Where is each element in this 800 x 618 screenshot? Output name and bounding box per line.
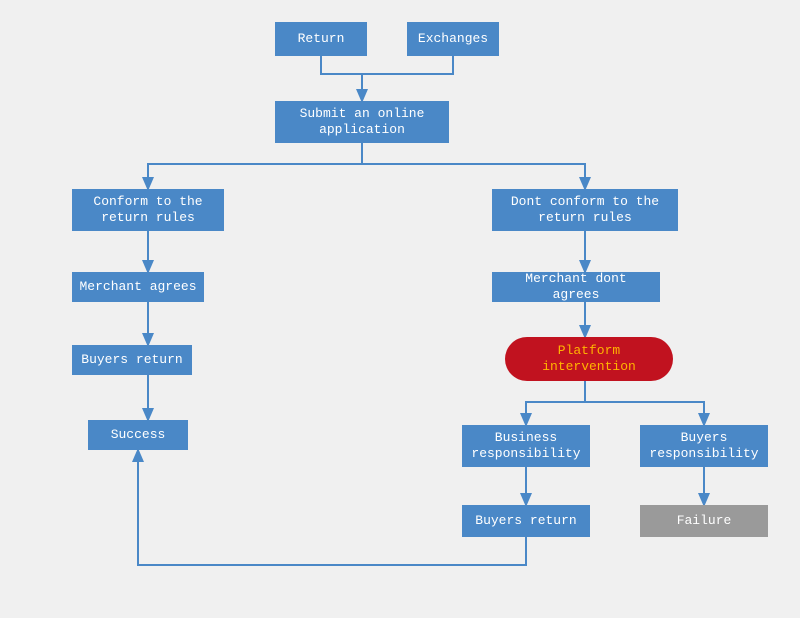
node-m-agrees: Merchant agrees: [72, 272, 204, 302]
node-conform: Conform to the return rules: [72, 189, 224, 231]
node-label: Dont conform to the return rules: [511, 194, 659, 227]
edge-exchanges-submit: [362, 56, 453, 74]
node-return: Return: [275, 22, 367, 56]
node-buyers2: Buyers return: [462, 505, 590, 537]
node-label: Buyers return: [81, 352, 182, 368]
node-buyresp: Buyers responsibility: [640, 425, 768, 467]
node-label: Submit an online application: [300, 106, 425, 139]
edge-platform-bizresp: [526, 381, 585, 425]
node-notconform: Dont conform to the return rules: [492, 189, 678, 231]
node-label: Merchant dont agrees: [498, 271, 654, 304]
node-label: Platform intervention: [542, 343, 636, 376]
node-label: Return: [298, 31, 345, 47]
node-label: Failure: [677, 513, 732, 529]
node-label: Conform to the return rules: [93, 194, 202, 227]
edge-submit-conform: [148, 143, 362, 189]
node-label: Merchant agrees: [79, 279, 196, 295]
node-success: Success: [88, 420, 188, 450]
node-label: Business responsibility: [471, 430, 580, 463]
node-label: Exchanges: [418, 31, 488, 47]
node-m-notagrees: Merchant dont agrees: [492, 272, 660, 302]
node-label: Buyers responsibility: [649, 430, 758, 463]
edge-return-submit: [321, 56, 362, 101]
node-bizresp: Business responsibility: [462, 425, 590, 467]
node-platform: Platform intervention: [505, 337, 673, 381]
edge-platform-buyresp: [585, 402, 704, 425]
node-exchanges: Exchanges: [407, 22, 499, 56]
node-label: Buyers return: [475, 513, 576, 529]
node-failure: Failure: [640, 505, 768, 537]
node-buyers1: Buyers return: [72, 345, 192, 375]
edge-submit-notconform: [362, 164, 585, 189]
node-submit: Submit an online application: [275, 101, 449, 143]
node-label: Success: [111, 427, 166, 443]
